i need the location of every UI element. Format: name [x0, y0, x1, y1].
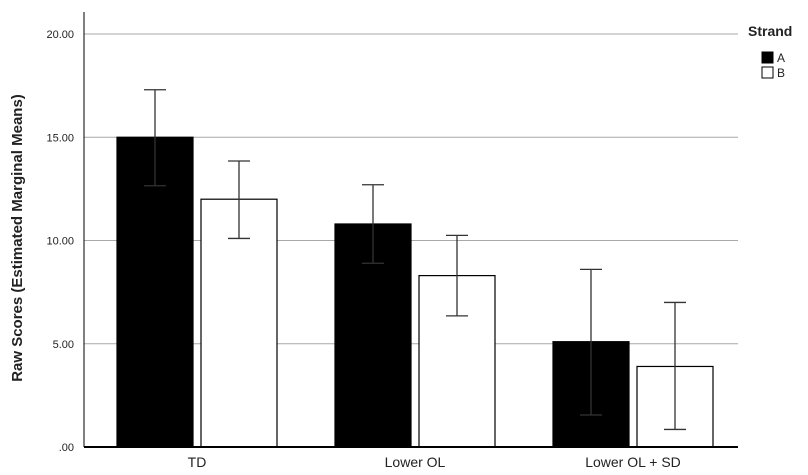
legend: Strand AB — [748, 23, 792, 80]
legend-swatch-B — [761, 66, 774, 79]
legend-swatch-A — [761, 51, 774, 64]
y-tick-label: 10.00 — [46, 236, 74, 248]
bars — [116, 89, 714, 448]
legend-label-A: A — [777, 51, 785, 65]
y-tick-label: 20.00 — [46, 29, 74, 41]
x-category-label: Lower OL — [385, 454, 446, 470]
bar-A-0 — [116, 136, 194, 448]
y-tick-labels: .00 5.00 10.00 15.00 20.00 — [46, 29, 74, 454]
y-tick-label: .00 — [59, 442, 74, 454]
axes — [83, 12, 738, 448]
y-tick-label: 5.00 — [53, 339, 74, 351]
x-category-label: Lower OL + SD — [585, 454, 681, 470]
bar-B-0 — [200, 198, 278, 448]
y-axis-title: Raw Scores (Estimated Marginal Means) — [9, 94, 26, 382]
legend-title: Strand — [748, 23, 792, 39]
legend-label-B: B — [777, 66, 785, 80]
y-tick-label: 15.00 — [46, 132, 74, 144]
x-category-labels: TD Lower OL Lower OL + SD — [188, 454, 681, 470]
x-category-label: TD — [188, 454, 207, 470]
